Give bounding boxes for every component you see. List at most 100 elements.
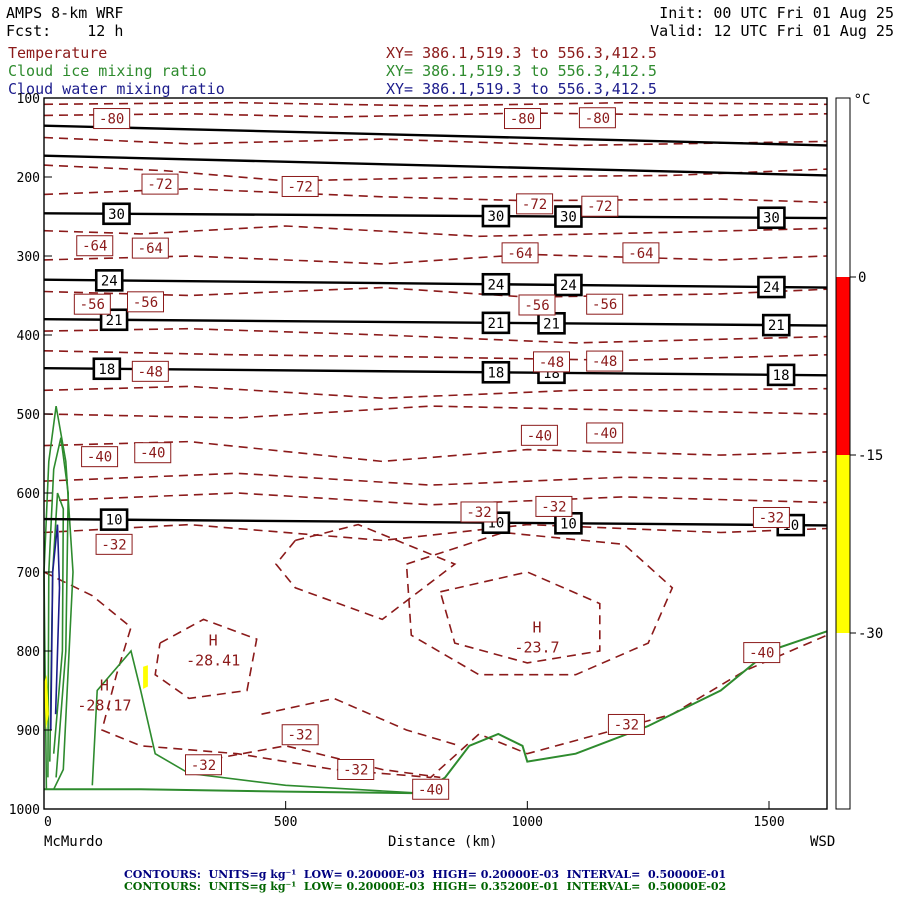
cloud-ice-contour [91,649,422,794]
isotherm-label-box [460,501,498,523]
footer-water-contours: CONTOURS: UNITS=g kg⁻¹ LOW= 0.20000E-03 … [124,868,727,881]
isotherm-line [439,571,601,664]
extrema-labels: H -28.41 H -28.17 H -23.7 [77,619,559,715]
y-tick-label: 800 [17,645,40,660]
theta-label-box [757,206,786,230]
isotherm-label: -40 [592,426,617,442]
colorbar-band [836,455,850,633]
y-tick-label: 200 [17,171,40,186]
isotherm-label: -32 [191,758,216,774]
isotherm-line [43,571,828,779]
isotherm-label: -40 [418,782,443,798]
isotherm-label-box [518,294,556,316]
theta-label-box [766,363,796,387]
isotherm-label-box [586,350,624,372]
colorbar: 0 -15 -30 °C [835,92,883,810]
theta-label-box [92,357,122,381]
isotherm-label-box [281,724,319,746]
field-temperature-xy: XY= 386.1,519.3 to 556.3,412.5 [386,44,657,62]
theta-label: 21 [487,316,504,332]
isotherm-line [43,472,828,486]
theta-line [43,154,828,177]
x-tick-label: 0 [44,815,52,830]
x-axis-label: Distance (km) [388,834,498,850]
isotherm-label-box [622,242,660,264]
isotherm-label-box [127,291,164,313]
isotherm-label: -72 [147,177,172,193]
theta-label: 10 [560,516,577,532]
supercooled-patch [143,665,148,689]
isotherm-label-box [752,506,790,528]
isotherm-label: -48 [138,364,163,380]
isotherm-label-box [93,108,131,130]
forecast-hour: Fcst: 12 h [6,22,124,40]
isotherm-line [43,101,828,107]
isotherm-line [43,286,828,298]
cloud-water-contour [50,524,61,731]
y-tick-label: 500 [17,408,40,423]
theta-label-box [94,269,124,292]
colorbar-tick-label: -15 [858,448,883,464]
high-marker: H [100,676,109,694]
isotherm-line [274,523,457,621]
isotherm-label-box [81,446,119,468]
isotherm-label-box [281,175,319,197]
isotherm-label: -64 [82,239,107,255]
theta-label: 30 [763,211,780,227]
theta-label: 18 [487,365,504,381]
isotherm-line [154,618,258,700]
isotherm-line [43,385,828,400]
isotherm-label: -48 [539,355,564,371]
isotherm-label: -48 [592,354,617,370]
isotherm-line [198,744,441,779]
theta-label: 21 [768,318,785,334]
isotherm-label: -56 [80,297,105,313]
high-marker: H [532,619,541,637]
supercooled-patch [44,674,49,730]
valid-time: Valid: 12 UTC Fri 01 Aug 25 [650,22,894,40]
theta-label-box [99,308,129,332]
terrain [44,630,828,795]
isotherm-line [43,350,828,362]
isotherm-label: -72 [288,179,313,195]
isotherm-line [405,531,674,676]
high-value: -28.41 [186,651,240,669]
isotherm-label: -32 [466,505,491,521]
theta-label: 18 [773,368,790,384]
isotherm-label: -72 [587,199,612,215]
isotherm-label: -64 [628,246,653,262]
isotherm-label: -40 [527,428,552,444]
theta-line [43,366,828,377]
theta-label-box [99,508,129,531]
high-value: -23.7 [514,639,559,657]
theta-label: 10 [106,513,123,529]
theta-label-box [102,202,131,226]
y-tick-label: 700 [17,566,40,581]
isotherm-line [43,136,828,147]
model-title: AMPS 8-km WRF [6,4,124,22]
theta-label-box [757,275,786,299]
isotherm-label: -32 [101,537,126,553]
high-value: -28.17 [77,696,131,714]
colorbar-tick-label: 0 [858,270,866,286]
isotherm-label-box [581,195,619,217]
theta-label: 24 [101,273,118,289]
isotherm-line [261,697,460,747]
isotherm-label-box [134,442,172,464]
isotherm-label-box [607,713,645,735]
init-time: Init: 00 UTC Fri 01 Aug 25 [659,4,894,22]
isotherm-labels: -80 -80 -80 -72 -72 -72 -72 -64 -64 -64 -64 -56 -56 -… [73,107,790,800]
x-tick-label: 500 [274,815,297,830]
theta-label-box [761,313,791,337]
x-start-label: McMurdo [44,834,104,850]
isotherm-label-box [586,422,624,444]
isotherm-label: -72 [522,197,547,213]
x-end-label: WSD [810,834,836,850]
high-marker: H [209,631,218,649]
plot-frame [43,97,828,810]
isotherm-label-box [95,533,133,555]
isotherm-label: -80 [585,111,610,127]
isotherm-label-box [586,293,624,315]
theta-label-box [481,272,511,296]
